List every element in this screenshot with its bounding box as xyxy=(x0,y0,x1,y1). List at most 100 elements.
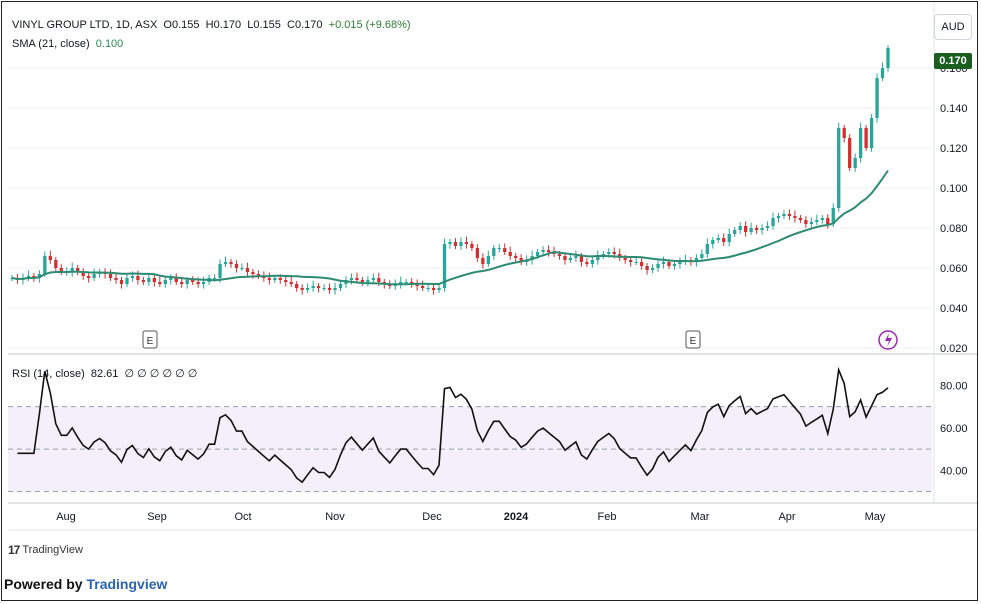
candle-body xyxy=(415,284,419,286)
time-tick-label: Mar xyxy=(691,511,710,523)
candle-body xyxy=(453,242,458,246)
time-tick-label: May xyxy=(865,511,886,523)
time-tick-label: Apr xyxy=(778,511,795,523)
candle-body xyxy=(371,278,375,280)
candle-body xyxy=(837,128,841,208)
candle-body xyxy=(650,268,655,270)
low-value: L0.155 xyxy=(247,19,281,31)
candle-body xyxy=(125,278,129,284)
candle-body xyxy=(169,278,173,280)
candle-body xyxy=(420,286,425,288)
candle-body xyxy=(886,48,890,68)
powered-by-credit: Powered by Tradingview xyxy=(4,576,167,592)
candle-body xyxy=(333,288,337,290)
candle-body xyxy=(284,280,288,282)
candle-body xyxy=(475,248,480,258)
candle-body xyxy=(880,68,885,78)
candle-body xyxy=(831,208,835,224)
candle-body xyxy=(54,260,58,268)
lightning-bolt-icon xyxy=(885,333,892,347)
candle-body xyxy=(338,284,343,288)
sma-legend[interactable]: SMA (21, close) 0.100 xyxy=(12,38,123,50)
candle-body xyxy=(136,276,140,280)
earnings-marker-icon[interactable] xyxy=(685,330,701,349)
watermark-text: TradingView xyxy=(22,544,83,556)
rsi-tick-label: 40.00 xyxy=(940,465,968,477)
candle-body xyxy=(793,216,797,218)
candle-body xyxy=(656,264,660,268)
candle-body xyxy=(672,264,677,266)
rsi-value: 82.61 xyxy=(90,368,119,380)
candle-body xyxy=(360,280,365,282)
candle-body xyxy=(108,274,113,278)
time-tick-label: Nov xyxy=(325,511,345,523)
candle-body xyxy=(853,158,857,168)
candle-body xyxy=(776,216,781,218)
candle-body xyxy=(700,254,704,258)
candle-body xyxy=(48,256,52,260)
candle-body xyxy=(245,268,250,272)
sma-value: 0.100 xyxy=(95,38,124,50)
candle-body xyxy=(744,226,748,232)
candle-body xyxy=(503,248,507,252)
candle-body xyxy=(557,254,562,256)
candle-body xyxy=(212,278,217,279)
candle-body xyxy=(426,288,430,289)
currency-button[interactable]: AUD xyxy=(934,14,972,40)
candle-body xyxy=(639,262,644,266)
candle-body xyxy=(327,288,332,290)
candle-body xyxy=(661,262,666,264)
candle-body xyxy=(694,258,699,262)
candle-body xyxy=(678,262,682,264)
candle-body xyxy=(804,220,808,224)
time-tick-label: 2024 xyxy=(504,511,529,523)
candle-body xyxy=(563,256,567,260)
rsi-legend[interactable]: RSI (14, close) 82.61 ∅ ∅ ∅ ∅ ∅ ∅ xyxy=(12,367,197,380)
candle-body xyxy=(300,288,304,290)
candle-body xyxy=(716,238,720,240)
candle-body xyxy=(514,256,518,258)
candle-body xyxy=(251,272,255,274)
symbol-legend[interactable]: VINYL GROUP LTD, 1D, ASX O0.155 H0.170 L… xyxy=(12,19,411,31)
candle-body xyxy=(749,228,753,232)
price-tick-label: 0.020 xyxy=(940,343,968,355)
sma-label: SMA (21, close) xyxy=(12,38,90,50)
candle-body xyxy=(470,244,474,248)
candle-body xyxy=(809,222,813,224)
candle-body xyxy=(399,282,403,284)
candle-body xyxy=(590,260,594,264)
candle-body xyxy=(727,234,731,242)
candle-body xyxy=(585,262,589,264)
candle-body xyxy=(508,252,512,256)
candle-body xyxy=(306,288,310,290)
candle-body xyxy=(114,278,118,280)
candle-body xyxy=(410,282,414,284)
candle-body xyxy=(629,260,633,262)
candle-body xyxy=(765,226,770,228)
candle-body xyxy=(70,268,74,272)
earnings-marker-icon[interactable] xyxy=(142,330,158,349)
change-value: +0.015 (+9.68%) xyxy=(328,19,411,31)
time-tick-label: Aug xyxy=(56,511,76,523)
candle-body xyxy=(316,286,321,288)
candle-body xyxy=(705,244,709,254)
candle-body xyxy=(486,256,490,264)
candle-body xyxy=(87,276,91,278)
candle-body xyxy=(733,230,737,234)
candle-body xyxy=(738,226,742,230)
candle-body xyxy=(798,218,803,220)
rsi-line xyxy=(17,366,889,484)
candle-body xyxy=(431,288,436,290)
candle-body xyxy=(366,280,370,282)
candle-body xyxy=(37,274,42,278)
candle-body xyxy=(92,274,96,278)
candle-body xyxy=(820,218,824,220)
candle-body xyxy=(519,258,523,262)
candle-body xyxy=(612,252,616,254)
candle-body xyxy=(43,256,47,274)
open-value: O0.155 xyxy=(163,19,200,31)
candle-body xyxy=(218,264,222,278)
candle-body xyxy=(196,282,200,284)
